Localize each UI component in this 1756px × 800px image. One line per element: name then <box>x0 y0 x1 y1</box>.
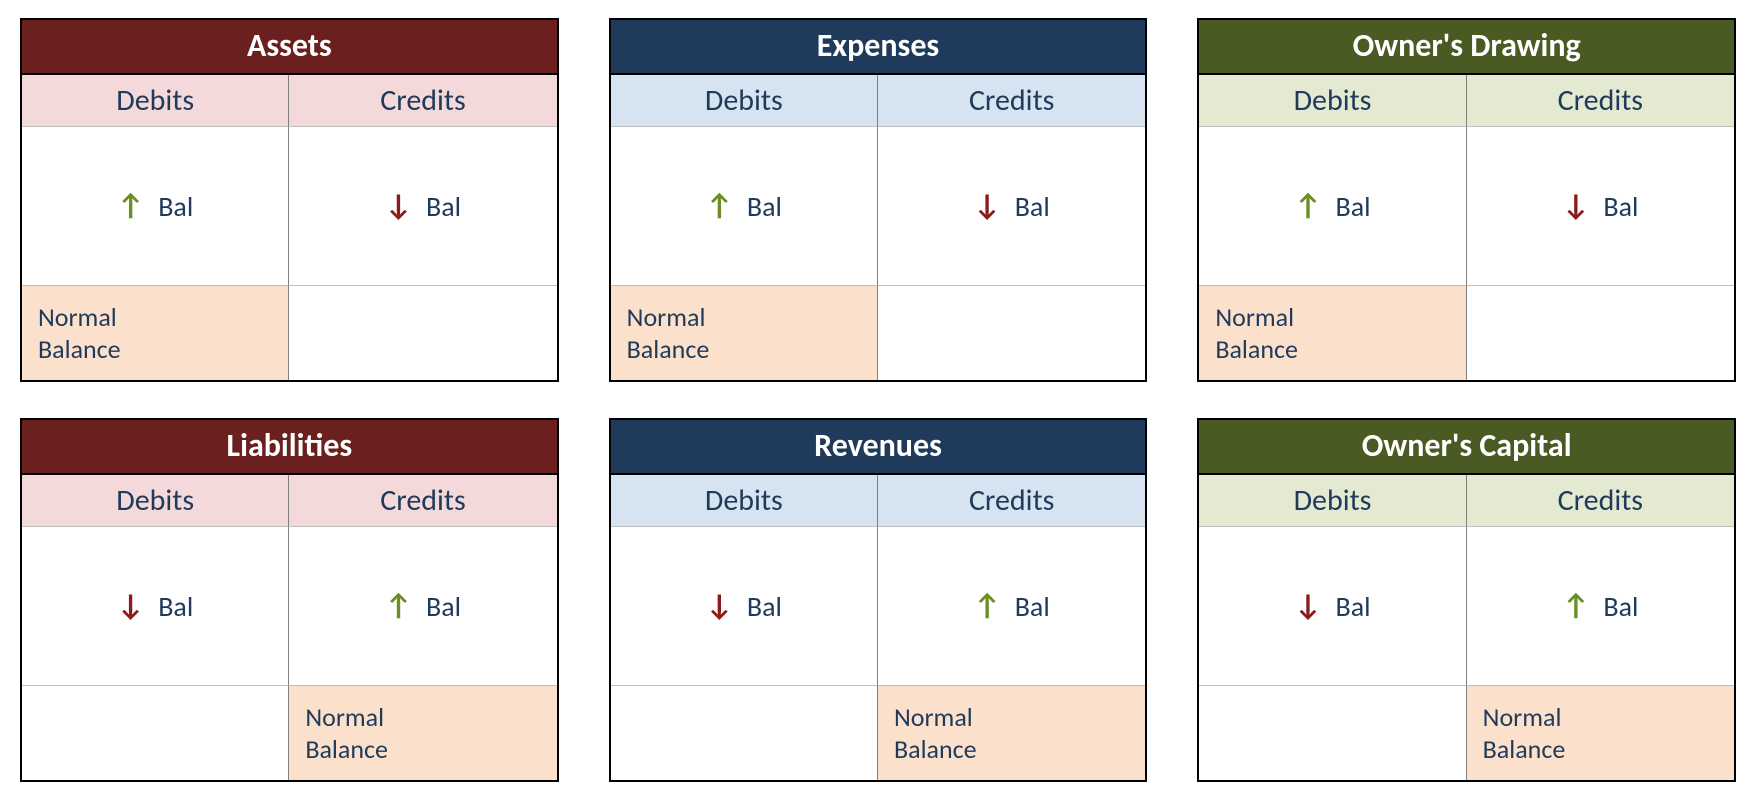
normal-balance-text: Normal Balance <box>1483 701 1566 766</box>
t-account-body: Debits Credits ↑ Bal ↓ Bal Normal Balanc… <box>22 75 557 380</box>
bal-label: Bal <box>426 189 461 224</box>
normal-balance-credit-empty <box>878 286 1145 380</box>
normal-balance-text: Normal Balance <box>1215 301 1298 366</box>
t-accounts-grid: Assets Debits Credits ↑ Bal ↓ Bal No <box>0 0 1756 800</box>
bal-label: Bal <box>1603 189 1638 224</box>
credits-header: Credits <box>878 475 1145 527</box>
bal-label: Bal <box>158 589 193 624</box>
arrow-up-icon: ↑ <box>1562 591 1589 621</box>
normal-balance-credit: Normal Balance <box>289 686 556 780</box>
t-account-body: Debits Credits ↑ Bal ↓ Bal Normal Balanc… <box>1199 75 1734 380</box>
arrow-down-icon: ↓ <box>974 191 1001 221</box>
normal-balance-debit: Normal Balance <box>611 286 878 380</box>
arrow-down-icon: ↓ <box>1562 191 1589 221</box>
normal-balance-credit-empty <box>289 286 556 380</box>
normal-balance-credit-empty <box>1467 286 1734 380</box>
t-account-revenues: Revenues Debits Credits ↓ Bal ↑ Bal <box>609 418 1148 782</box>
normal-balance-text: Normal Balance <box>627 301 710 366</box>
t-account-liabilities: Liabilities Debits Credits ↓ Bal ↑ Bal <box>20 418 559 782</box>
debit-effect: ↑ Bal <box>611 127 878 286</box>
credit-effect: ↓ Bal <box>1467 127 1734 286</box>
normal-balance-text: Normal Balance <box>38 301 121 366</box>
t-account-expenses: Expenses Debits Credits ↑ Bal ↓ Bal <box>609 18 1148 382</box>
arrow-up-icon: ↑ <box>1294 191 1321 221</box>
credits-header: Credits <box>1467 75 1734 127</box>
t-account-title: Owner's Drawing <box>1199 20 1734 75</box>
arrow-up-icon: ↑ <box>385 591 412 621</box>
t-account-title: Expenses <box>611 20 1146 75</box>
debits-header: Debits <box>611 475 878 527</box>
normal-balance-credit: Normal Balance <box>878 686 1145 780</box>
arrow-down-icon: ↓ <box>706 591 733 621</box>
credit-effect: ↑ Bal <box>289 527 556 686</box>
t-account-title: Revenues <box>611 420 1146 475</box>
t-account-assets: Assets Debits Credits ↑ Bal ↓ Bal No <box>20 18 559 382</box>
arrow-up-icon: ↑ <box>706 191 733 221</box>
credits-header: Credits <box>1467 475 1734 527</box>
t-account-title: Liabilities <box>22 420 557 475</box>
bal-label: Bal <box>1603 589 1638 624</box>
normal-balance-credit: Normal Balance <box>1467 686 1734 780</box>
debits-header: Debits <box>611 75 878 127</box>
t-account-body: Debits Credits ↓ Bal ↑ Bal Normal B <box>22 475 557 780</box>
bal-label: Bal <box>1336 189 1371 224</box>
credit-effect: ↑ Bal <box>878 527 1145 686</box>
credits-header: Credits <box>289 475 556 527</box>
arrow-down-icon: ↓ <box>1294 591 1321 621</box>
debits-header: Debits <box>1199 75 1466 127</box>
debit-effect: ↑ Bal <box>1199 127 1466 286</box>
normal-balance-debit-empty <box>611 686 878 780</box>
normal-balance-text: Normal Balance <box>305 701 388 766</box>
arrow-down-icon: ↓ <box>117 591 144 621</box>
t-account-body: Debits Credits ↓ Bal ↑ Bal Normal B <box>1199 475 1734 780</box>
normal-balance-debit: Normal Balance <box>22 286 289 380</box>
bal-label: Bal <box>747 189 782 224</box>
debits-header: Debits <box>1199 475 1466 527</box>
arrow-up-icon: ↑ <box>974 591 1001 621</box>
credit-effect: ↑ Bal <box>1467 527 1734 686</box>
arrow-down-icon: ↓ <box>385 191 412 221</box>
bal-label: Bal <box>158 189 193 224</box>
normal-balance-debit: Normal Balance <box>1199 286 1466 380</box>
arrow-up-icon: ↑ <box>117 191 144 221</box>
bal-label: Bal <box>1015 189 1050 224</box>
t-account-body: Debits Credits ↑ Bal ↓ Bal Normal Balanc… <box>611 75 1146 380</box>
debit-effect: ↑ Bal <box>22 127 289 286</box>
debit-effect: ↓ Bal <box>22 527 289 686</box>
bal-label: Bal <box>426 589 461 624</box>
t-account-title: Owner's Capital <box>1199 420 1734 475</box>
credit-effect: ↓ Bal <box>289 127 556 286</box>
bal-label: Bal <box>747 589 782 624</box>
t-account-owners-drawing: Owner's Drawing Debits Credits ↑ Bal ↓ B… <box>1197 18 1736 382</box>
debit-effect: ↓ Bal <box>611 527 878 686</box>
debits-header: Debits <box>22 75 289 127</box>
normal-balance-debit-empty <box>1199 686 1466 780</box>
t-account-owners-capital: Owner's Capital Debits Credits ↓ Bal ↑ B… <box>1197 418 1736 782</box>
credits-header: Credits <box>289 75 556 127</box>
t-account-body: Debits Credits ↓ Bal ↑ Bal Normal B <box>611 475 1146 780</box>
bal-label: Bal <box>1015 589 1050 624</box>
t-account-title: Assets <box>22 20 557 75</box>
credit-effect: ↓ Bal <box>878 127 1145 286</box>
bal-label: Bal <box>1336 589 1371 624</box>
debits-header: Debits <box>22 475 289 527</box>
normal-balance-debit-empty <box>22 686 289 780</box>
debit-effect: ↓ Bal <box>1199 527 1466 686</box>
credits-header: Credits <box>878 75 1145 127</box>
normal-balance-text: Normal Balance <box>894 701 977 766</box>
